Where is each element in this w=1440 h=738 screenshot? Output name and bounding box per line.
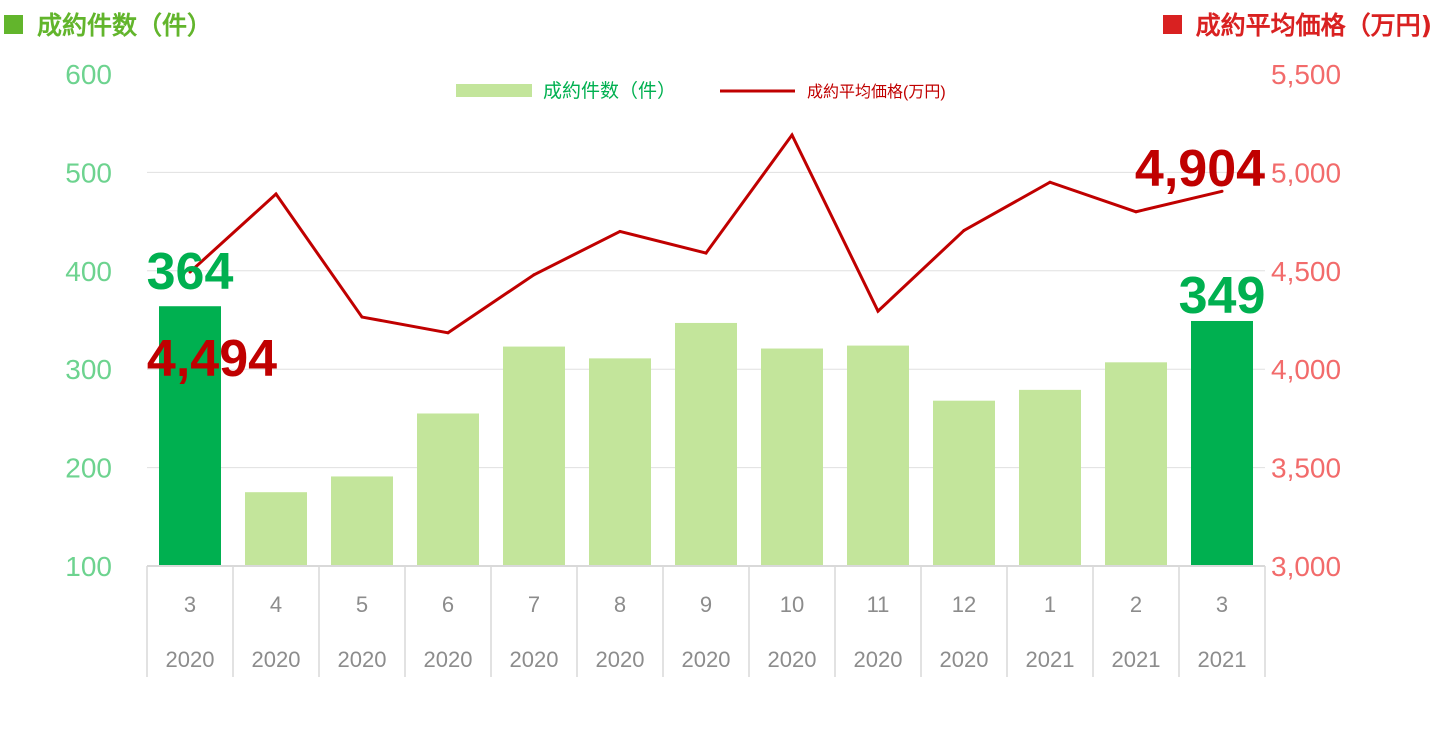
line-point <box>360 315 364 319</box>
category-year-label: 2020 <box>252 647 301 672</box>
category-month-label: 10 <box>780 592 804 617</box>
first-bar-value-label: 364 <box>147 243 234 301</box>
line-point <box>704 251 708 255</box>
category-axis: 3 2020 4 2020 5 2020 6 2020 7 2020 8 2020 9 2020 10 202… <box>146 565 1266 677</box>
right-series-header-label: 成約平均価格（万円) <box>1195 11 1432 40</box>
line-point <box>532 273 536 277</box>
legend: 成約件数（件） 成約平均価格(万円) <box>456 80 946 102</box>
left-axis-tick-label: 200 <box>65 453 112 484</box>
category-year-label: 2021 <box>1026 647 1075 672</box>
category-month-label: 2 <box>1130 592 1142 617</box>
legend-label-line: 成約平均価格(万円) <box>807 83 946 101</box>
left-axis-tick-label: 400 <box>65 256 112 287</box>
category-year-label: 2020 <box>166 647 215 672</box>
bar <box>1191 320 1253 566</box>
bar <box>331 476 393 566</box>
right-axis-tick-label: 4,500 <box>1271 256 1341 287</box>
line-point <box>618 229 622 233</box>
bar <box>675 322 737 566</box>
category-month-label: 8 <box>614 592 626 617</box>
line-point <box>274 192 278 196</box>
right-axis-tick-label: 5,500 <box>1271 59 1341 90</box>
bar <box>245 492 307 566</box>
line-point <box>1048 180 1052 184</box>
category-month-label: 6 <box>442 592 454 617</box>
annotations: 364 4,494 4,904 349 <box>147 140 1266 388</box>
legend-label-bars: 成約件数（件） <box>543 80 676 102</box>
bar <box>503 346 565 566</box>
green-square-icon <box>4 14 23 34</box>
bar <box>1105 362 1167 566</box>
category-month-label: 12 <box>952 592 976 617</box>
price-line-series <box>188 132 1224 335</box>
line-point <box>1220 189 1224 193</box>
line-point <box>962 228 966 232</box>
bar <box>933 400 995 566</box>
category-year-label: 2020 <box>424 647 473 672</box>
red-square-icon <box>1162 14 1182 34</box>
axes: 100 3,000 200 3,500 300 4,000 400 4,500 500 5,000… <box>65 59 1341 582</box>
bar <box>1019 389 1081 566</box>
left-series-header-label: 成約件数（件） <box>37 11 213 40</box>
left-axis-tick-label: 100 <box>65 551 112 582</box>
category-month-label: 1 <box>1044 592 1056 617</box>
category-year-label: 2020 <box>854 647 903 672</box>
last-bar-value-label: 349 <box>1179 267 1266 325</box>
category-month-label: 7 <box>528 592 540 617</box>
left-series-header: 成約件数（件） <box>4 6 212 42</box>
category-month-label: 4 <box>270 592 282 617</box>
right-axis-tick-label: 3,500 <box>1271 453 1341 484</box>
category-month-label: 3 <box>184 592 196 617</box>
bar <box>417 413 479 566</box>
line-point <box>876 309 880 313</box>
bars <box>159 306 1253 566</box>
bar <box>847 345 909 566</box>
right-axis-tick-label: 5,000 <box>1271 157 1341 188</box>
first-price-value-label: 4,494 <box>147 330 277 388</box>
right-axis-tick-label: 4,000 <box>1271 354 1341 385</box>
line-point <box>790 133 794 137</box>
category-year-label: 2020 <box>338 647 387 672</box>
right-series-header: 成約平均価格（万円) <box>1162 6 1432 42</box>
price-line <box>188 132 1223 335</box>
left-axis-tick-label: 600 <box>65 59 112 90</box>
category-year-label: 2020 <box>768 647 817 672</box>
last-price-value-label: 4,904 <box>1135 140 1265 198</box>
bar <box>761 348 823 566</box>
category-year-label: 2021 <box>1198 647 1247 672</box>
category-month-label: 11 <box>867 592 890 617</box>
line-point <box>1134 210 1138 214</box>
category-year-label: 2020 <box>940 647 989 672</box>
category-year-label: 2020 <box>510 647 559 672</box>
left-axis-tick-label: 500 <box>65 157 112 188</box>
category-year-label: 2021 <box>1112 647 1161 672</box>
right-axis-tick-label: 3,000 <box>1271 551 1341 582</box>
legend-swatch-bars <box>456 84 532 97</box>
category-month-label: 9 <box>700 592 712 617</box>
line-point <box>188 270 192 274</box>
category-year-label: 2020 <box>596 647 645 672</box>
bar <box>159 306 221 566</box>
category-month-label: 5 <box>356 592 368 617</box>
line-point <box>446 331 450 335</box>
category-year-label: 2020 <box>682 647 731 672</box>
left-axis-tick-label: 300 <box>65 354 112 385</box>
bar <box>589 358 651 566</box>
category-month-label: 3 <box>1216 592 1228 617</box>
